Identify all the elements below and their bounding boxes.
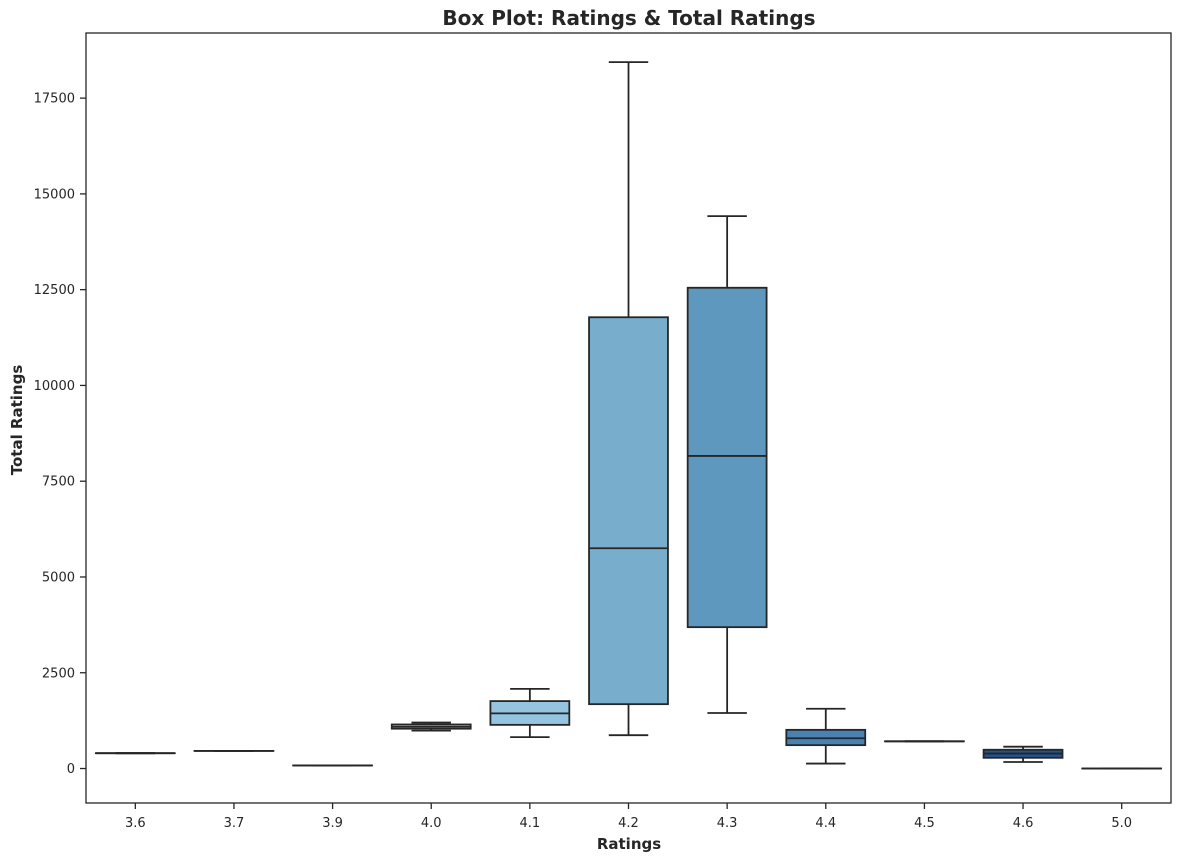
box-4.3 (686, 215, 768, 714)
x-tick-label: 4.6 (1013, 816, 1034, 831)
box-4.6 (982, 745, 1064, 763)
box-4.4 (785, 707, 867, 765)
x-tick-label: 4.4 (815, 816, 836, 831)
x-tick-label: 4.5 (914, 816, 935, 831)
box-4.1 (489, 687, 571, 739)
box-4.2 (588, 61, 669, 737)
x-tick-label: 3.7 (224, 816, 245, 831)
x-tick-label: 5.0 (1111, 816, 1132, 831)
chart-title: Box Plot: Ratings & Total Ratings (442, 6, 815, 30)
x-tick-label: 4.0 (421, 816, 442, 831)
x-axis: 3.6 3.7 3.9 4.0 4.1 4.2 4.3 4.4 4.5 4.6 5.0 (125, 803, 1132, 831)
y-tick-label: 10000 (34, 379, 75, 394)
y-tick-label: 17500 (34, 92, 75, 107)
x-tick-label: 3.9 (322, 816, 343, 831)
x-tick-label: 3.6 (125, 816, 146, 831)
x-tick-label: 4.3 (717, 816, 738, 831)
y-tick-label: 15000 (34, 187, 75, 202)
y-tick-label: 5000 (42, 570, 75, 585)
box-4.0 (390, 721, 472, 732)
x-axis-label: Ratings (597, 835, 661, 853)
y-axis-label: Total Ratings (8, 365, 26, 476)
iqr-box (588, 316, 669, 706)
y-tick-label: 2500 (42, 666, 75, 681)
plot-area (94, 61, 1163, 770)
x-tick-label: 4.1 (520, 816, 541, 831)
iqr-box (686, 286, 768, 629)
x-tick-label: 4.2 (618, 816, 639, 831)
y-tick-label: 7500 (42, 475, 75, 490)
y-tick-label: 12500 (34, 283, 75, 298)
y-axis: 0 2500 5000 7500 10000 12500 15000 17500 (34, 92, 86, 777)
y-tick-label: 0 (67, 762, 75, 777)
